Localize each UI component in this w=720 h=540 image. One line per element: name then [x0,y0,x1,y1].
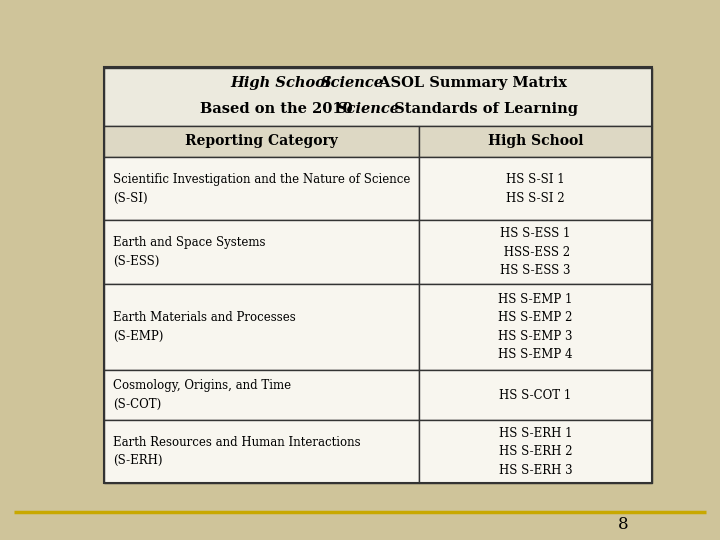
Bar [104,68,652,126]
Bar [419,284,652,370]
Bar [104,68,652,483]
Text: HS S-ERH 1
HS S-ERH 2
HS S-ERH 3: HS S-ERH 1 HS S-ERH 2 HS S-ERH 3 [498,427,572,477]
Bar [104,284,419,370]
Text: Earth Materials and Processes
(S-EMP): Earth Materials and Processes (S-EMP) [113,311,296,343]
Text: HS S-ESS 1
 HSS-ESS 2
HS S-ESS 3: HS S-ESS 1 HSS-ESS 2 HS S-ESS 3 [500,227,570,277]
Bar [419,220,652,284]
Bar [419,370,652,420]
Text: Science: Science [336,102,400,116]
Text: Earth and Space Systems
(S-ESS): Earth and Space Systems (S-ESS) [113,237,266,268]
Bar [104,220,419,284]
Text: HS S-EMP 1
HS S-EMP 2
HS S-EMP 3
HS S-EMP 4: HS S-EMP 1 HS S-EMP 2 HS S-EMP 3 HS S-EM… [498,293,572,361]
Text: Reporting Category: Reporting Category [185,134,338,149]
Bar [419,126,652,157]
Text: Scientific Investigation and the Nature of Science
(S-SI): Scientific Investigation and the Nature … [113,173,410,205]
Bar [104,126,419,157]
Bar [104,420,419,483]
Text: Science: Science [321,76,384,90]
Text: Based on the 2010: Based on the 2010 [200,102,358,116]
Bar [104,157,419,220]
Bar [419,420,652,483]
Text: HS S-COT 1: HS S-COT 1 [499,389,572,402]
Bar [104,370,419,420]
Text: HS S-SI 1
HS S-SI 2: HS S-SI 1 HS S-SI 2 [506,173,564,205]
Text: High School: High School [230,76,336,90]
Text: Cosmology, Origins, and Time
(S-COT): Cosmology, Origins, and Time (S-COT) [113,380,291,411]
Text: Standards of Learning: Standards of Learning [390,102,578,116]
Bar [419,157,652,220]
Text: High School: High School [487,134,583,149]
Text: Earth Resources and Human Interactions
(S-ERH): Earth Resources and Human Interactions (… [113,436,361,468]
Text: 8: 8 [618,516,628,534]
Text: ASOL Summary Matrix: ASOL Summary Matrix [374,76,567,90]
